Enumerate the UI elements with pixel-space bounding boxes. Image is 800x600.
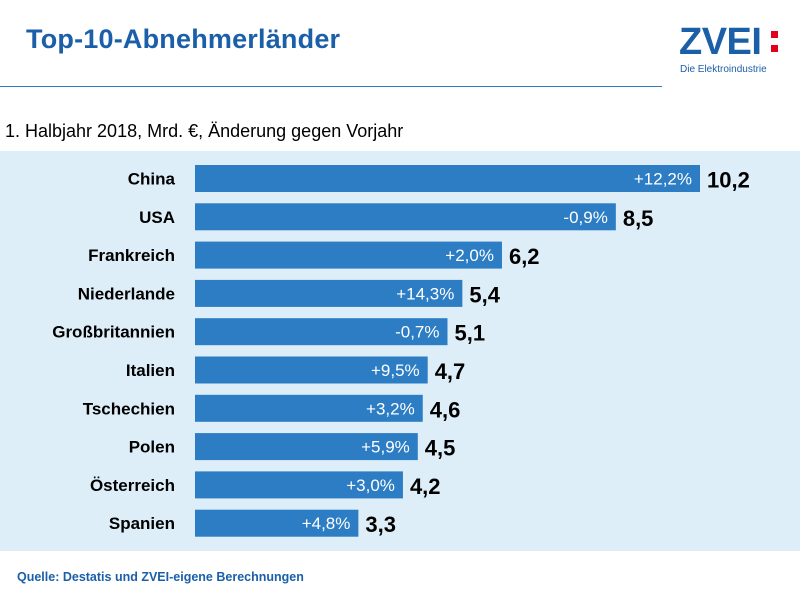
zvei-logo: ZVEI Die Elektroindustrie [679,20,789,80]
category-label: USA [139,208,175,227]
bar [195,279,463,307]
bar-row: Frankreich +2,0% 6,2 [88,241,540,269]
page-title: Top-10-Abnehmerländer [26,24,341,54]
bar-row: Niederlande +14,3% 5,4 [78,279,501,307]
category-label: Großbritannien [52,323,175,342]
bar-row: USA -0,9% 8,5 [139,203,653,231]
value-label: 8,5 [623,206,654,231]
bar [195,241,502,269]
logo-subtitle: Die Elektroindustrie [680,64,767,75]
bar-row: Großbritannien -0,7% 5,1 [52,318,485,346]
change-label: +5,9% [361,438,410,457]
change-label: +12,2% [634,170,692,189]
bar [195,203,616,231]
category-label: Tschechien [83,399,175,418]
bar-row: Tschechien +3,2% 4,6 [83,394,461,422]
change-label: -0,7% [395,323,439,342]
value-label: 4,2 [410,474,441,499]
change-label: -0,9% [563,208,607,227]
category-label: Frankreich [88,246,175,265]
bar [195,509,359,537]
value-label: 4,6 [430,397,461,422]
value-label: 5,1 [455,321,486,346]
bar-row: China +12,2% 10,2 [128,165,750,193]
bar [195,394,423,422]
category-label: Niederlande [78,284,175,303]
bar-row: Polen +5,9% 4,5 [129,433,456,461]
change-label: +2,0% [445,246,494,265]
value-label: 5,4 [469,282,500,307]
title-divider [0,86,662,87]
bar-row: Italien +9,5% 4,7 [126,356,466,384]
value-label: 3,3 [365,512,396,537]
source-note: Quelle: Destatis und ZVEI-eigene Berechn… [17,570,304,584]
category-label: Spanien [109,514,175,533]
change-label: +3,2% [366,399,415,418]
category-label: Polen [129,438,175,457]
bar [195,356,428,384]
value-label: 6,2 [509,244,540,269]
value-label: 4,7 [435,359,466,384]
bar [195,165,700,192]
logo-wordmark: ZVEI [679,21,762,63]
value-label: 4,5 [425,436,456,461]
category-label: China [128,170,176,189]
bar-row: Spanien +4,8% 3,3 [109,509,396,537]
bar-row: Österreich +3,0% 4,2 [90,471,441,499]
value-label: 10,2 [707,168,750,193]
chart-subtitle: 1. Halbjahr 2018, Mrd. €, Änderung gegen… [5,121,404,141]
category-label: Österreich [90,476,175,495]
logo-colon-icon [771,31,779,57]
bar [195,318,448,346]
change-label: +9,5% [371,361,420,380]
bar [195,433,418,461]
change-label: +14,3% [396,284,454,303]
change-label: +3,0% [346,476,395,495]
bar-chart: China +12,2% 10,2 USA -0,9% 8,5 Frankreich +2,0… [52,165,750,537]
bar [195,471,403,499]
change-label: +4,8% [302,514,351,533]
category-label: Italien [126,361,175,380]
